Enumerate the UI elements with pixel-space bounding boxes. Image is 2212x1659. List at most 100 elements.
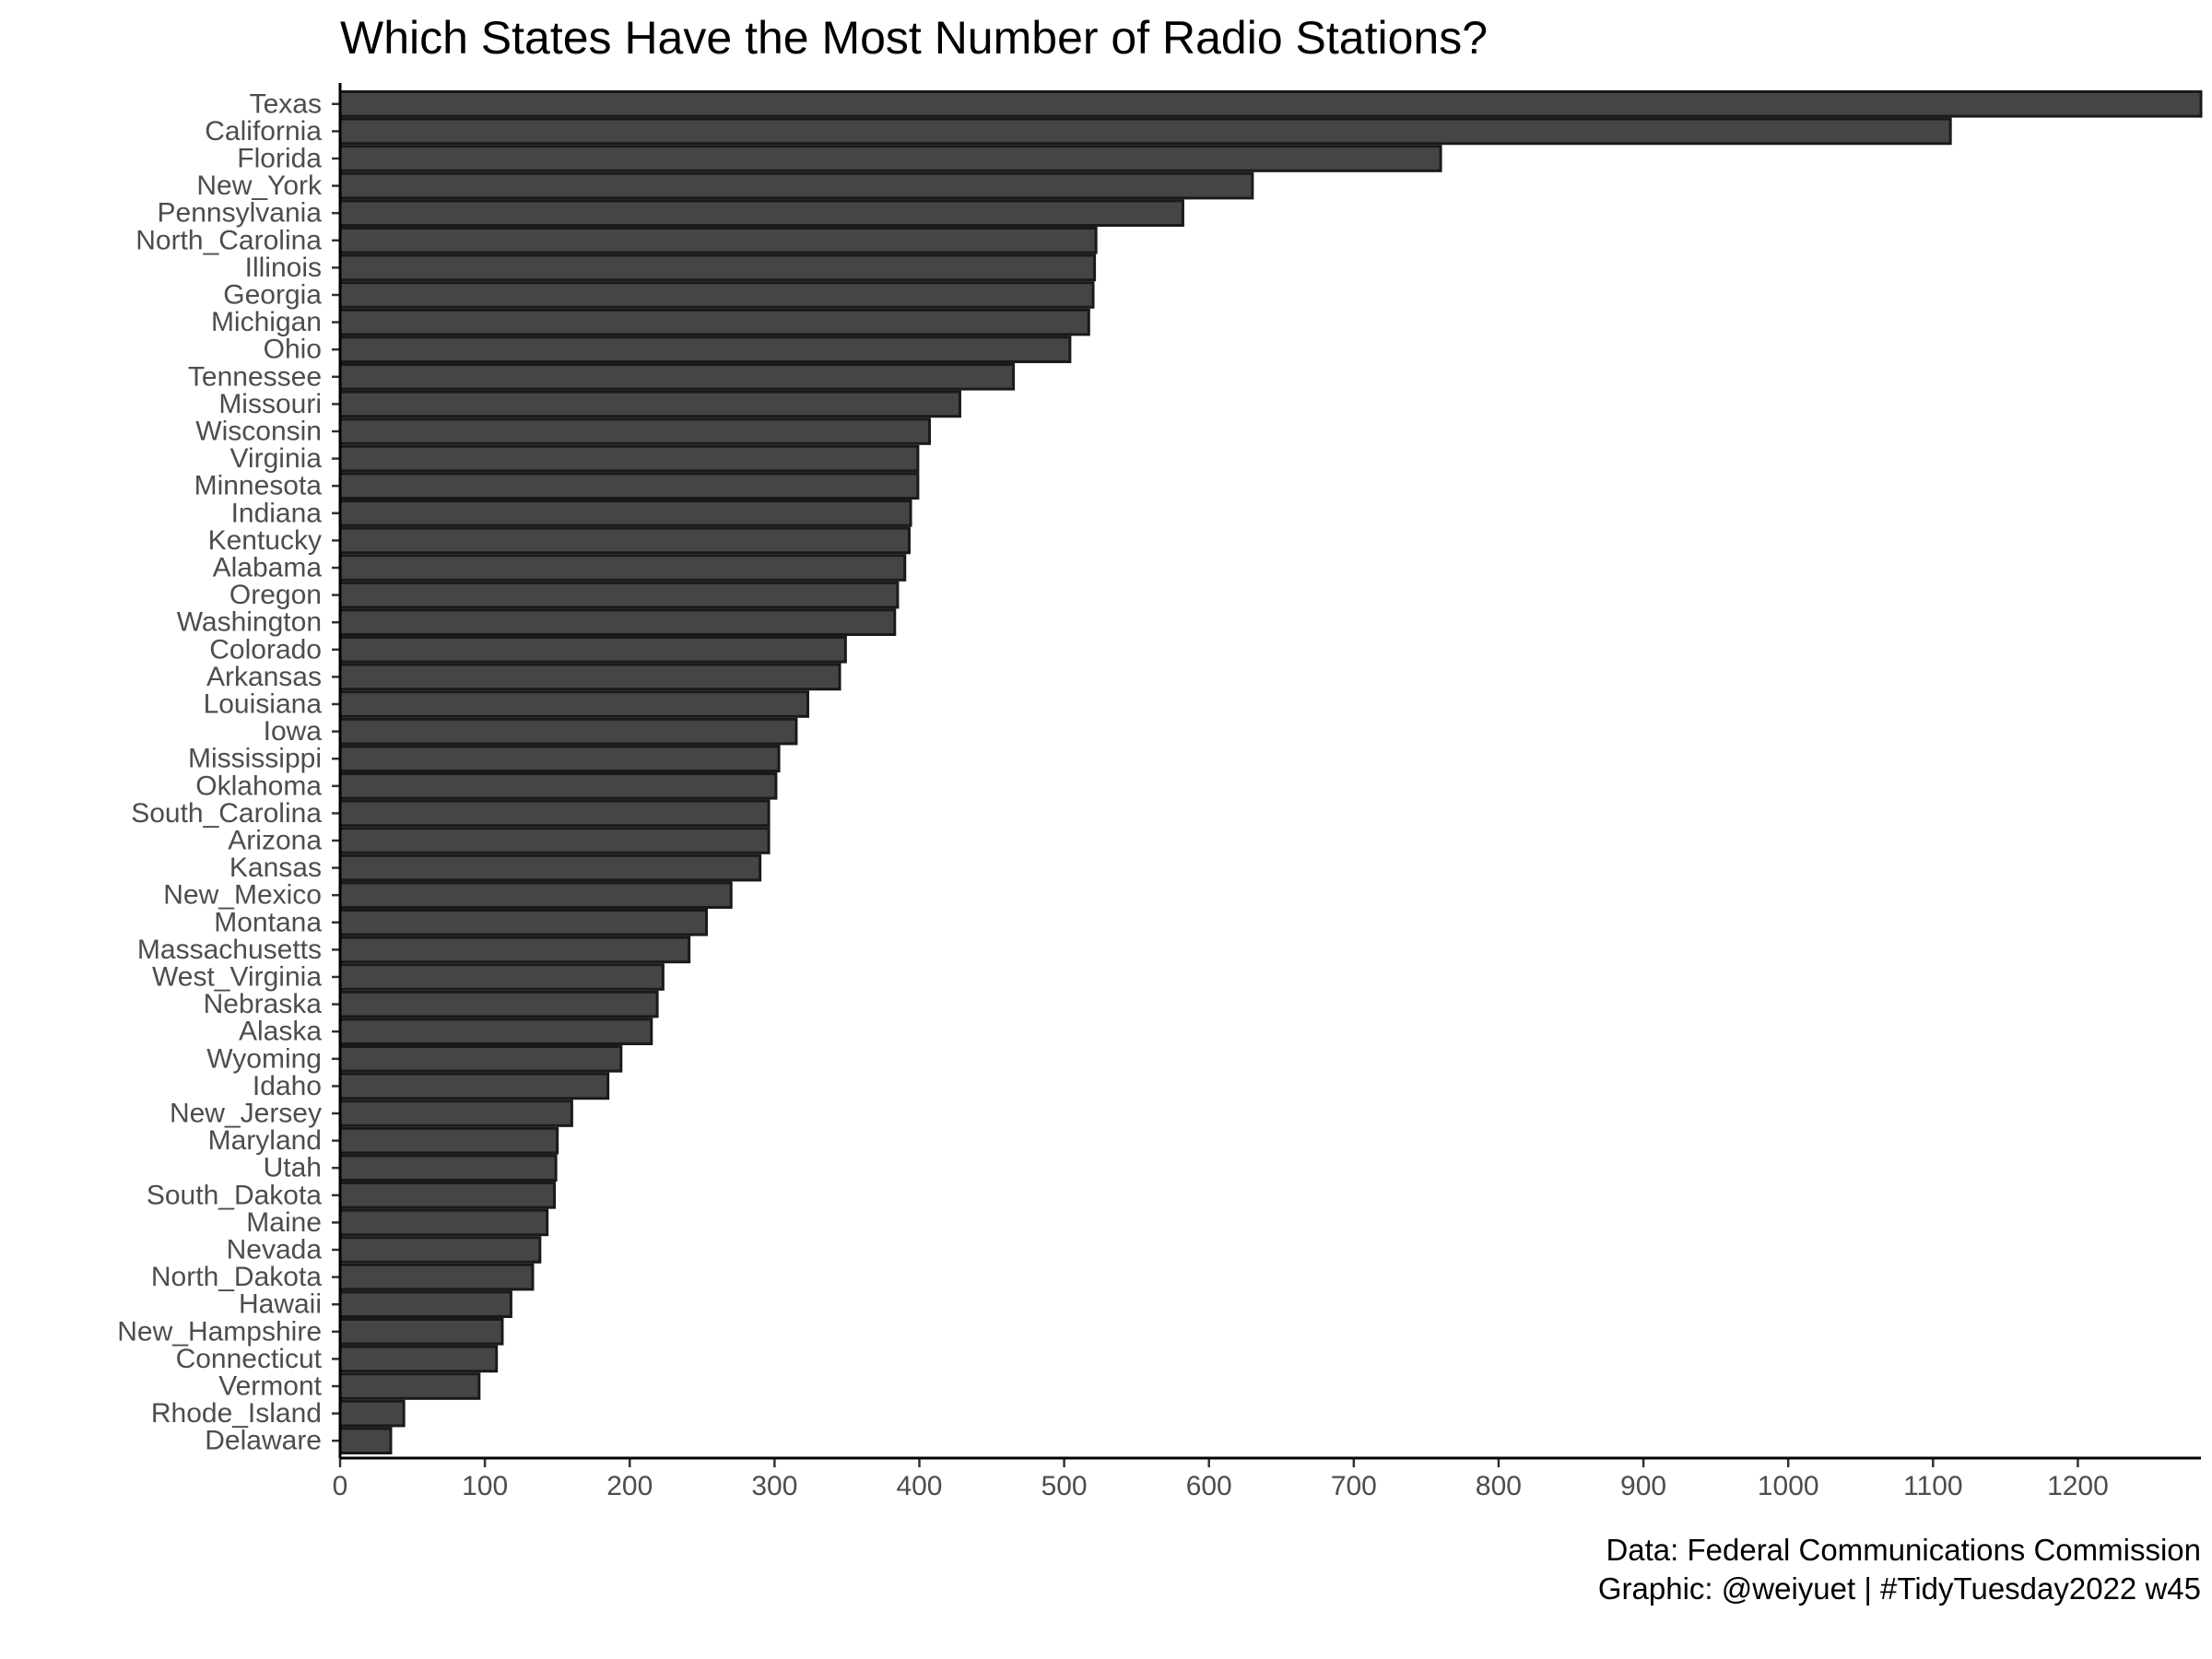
y-tick-label-new-york: New_York	[196, 171, 323, 201]
y-tick-label-california: California	[205, 116, 322, 147]
bar-colorado	[338, 635, 847, 664]
x-tick-label-800: 800	[1476, 1471, 1522, 1501]
bar-illinois	[338, 253, 1097, 282]
x-tick-label-1000: 1000	[1758, 1471, 1819, 1501]
y-tick-label-oregon: Oregon	[229, 580, 322, 610]
y-tick-label-south-dakota: South_Dakota	[147, 1180, 322, 1210]
y-tick-label-west-virginia: West_Virginia	[152, 962, 322, 993]
x-tick-label-200: 200	[606, 1471, 653, 1501]
bar-north-carolina	[338, 226, 1098, 254]
y-tick-label-louisiana: Louisiana	[204, 689, 323, 720]
x-tick-label-300: 300	[751, 1471, 797, 1501]
x-tick-label-500: 500	[1041, 1471, 1088, 1501]
y-tick-label-north-carolina: North_Carolina	[135, 225, 322, 255]
y-tick-label-colorado: Colorado	[209, 634, 322, 665]
x-tick-label-1100: 1100	[1903, 1471, 1963, 1501]
bar-alabama	[338, 554, 907, 582]
bar-texas	[338, 89, 2203, 118]
x-tick-label-900: 900	[1620, 1471, 1666, 1501]
caption-source: Data: Federal Communications Commission	[1606, 1533, 2201, 1567]
bar-florida	[338, 145, 1442, 172]
bar-vermont	[338, 1372, 481, 1400]
y-tick-label-arizona: Arizona	[228, 826, 322, 856]
bar-hawaii	[338, 1290, 512, 1319]
y-tick-label-connecticut: Connecticut	[176, 1344, 323, 1374]
bar-idaho	[338, 1072, 610, 1100]
bar-maryland	[338, 1126, 559, 1155]
bar-pennsylvania	[338, 199, 1184, 228]
y-tick-label-michigan: Michigan	[211, 307, 322, 337]
bar-arizona	[338, 827, 771, 854]
bar-rhode-island	[338, 1399, 406, 1428]
y-tick-label-pennsylvania: Pennsylvania	[158, 198, 323, 229]
y-tick-label-idaho: Idaho	[253, 1071, 322, 1101]
bar-new-jersey	[338, 1100, 573, 1127]
bar-oregon	[338, 581, 900, 609]
y-tick-label-new-mexico: New_Mexico	[163, 880, 322, 911]
y-tick-label-washington: Washington	[177, 607, 322, 638]
y-tick-label-montana: Montana	[214, 907, 322, 937]
y-tick-label-florida: Florida	[237, 144, 322, 174]
y-tick-label-virginia: Virginia	[229, 443, 322, 474]
x-tick-label-700: 700	[1331, 1471, 1377, 1501]
bar-mississippi	[338, 745, 781, 773]
y-tick-label-maine: Maine	[246, 1207, 322, 1238]
chart-title: Which States Have the Most Number of Rad…	[340, 12, 1488, 64]
bar-nevada	[338, 1236, 542, 1264]
y-tick-label-kansas: Kansas	[229, 853, 322, 883]
y-tick-label-wisconsin: Wisconsin	[195, 417, 322, 447]
y-tick-label-nevada: Nevada	[227, 1235, 323, 1265]
y-tick-label-iowa: Iowa	[264, 716, 323, 747]
bar-virginia	[338, 444, 920, 473]
bar-arkansas	[338, 663, 841, 691]
y-tick-label-hawaii: Hawaii	[239, 1289, 322, 1320]
y-tick-label-kentucky: Kentucky	[208, 525, 322, 556]
bar-tennessee	[338, 362, 1016, 391]
bar-west-virginia	[338, 963, 665, 991]
x-tick-label-0: 0	[333, 1471, 348, 1501]
bar-kentucky	[338, 526, 911, 555]
bar-michigan	[338, 308, 1090, 336]
y-tick-label-delaware: Delaware	[205, 1426, 322, 1456]
y-tick-label-south-carolina: South_Carolina	[131, 798, 322, 829]
y-tick-label-alaska: Alaska	[239, 1017, 322, 1047]
y-tick-label-mississippi: Mississippi	[188, 744, 322, 774]
y-tick-label-new-jersey: New_Jersey	[170, 1099, 322, 1129]
bar-connecticut	[338, 1345, 499, 1373]
bar-oklahoma	[338, 771, 778, 800]
bar-new-mexico	[338, 881, 733, 910]
bar-ohio	[338, 335, 1072, 364]
caption-credit: Graphic: @weiyuet | #TidyTuesday2022 w45	[1597, 1571, 2201, 1606]
y-tick-label-tennessee: Tennessee	[188, 361, 322, 392]
bar-massachusetts	[338, 935, 691, 964]
bar-iowa	[338, 717, 798, 746]
y-tick-label-missouri: Missouri	[218, 389, 322, 419]
y-tick-label-maryland: Maryland	[208, 1125, 322, 1156]
bar-south-dakota	[338, 1181, 557, 1209]
bar-washington	[338, 608, 897, 637]
bar-missouri	[338, 390, 961, 418]
bar-montana	[338, 908, 709, 936]
y-tick-label-massachusetts: Massachusetts	[137, 935, 322, 965]
y-tick-label-illinois: Illinois	[245, 253, 322, 283]
y-tick-label-arkansas: Arkansas	[206, 662, 322, 692]
y-tick-label-texas: Texas	[250, 88, 322, 119]
x-axis-ticks: 0 100 200 300 400 500 600 700 800 900 1000 1100 1200	[333, 1458, 2109, 1501]
y-tick-label-indiana: Indiana	[231, 498, 323, 528]
bar-alaska	[338, 1018, 653, 1046]
bar-kansas	[338, 853, 762, 882]
x-tick-label-400: 400	[896, 1471, 942, 1501]
y-tick-label-minnesota: Minnesota	[194, 471, 323, 501]
y-axis-labels: TexasCaliforniaFloridaNew_YorkPennsylvan…	[117, 88, 323, 1455]
y-tick-label-alabama: Alabama	[213, 553, 323, 583]
y-tick-label-georgia: Georgia	[223, 280, 322, 311]
bar-minnesota	[338, 472, 920, 500]
bar-south-carolina	[338, 799, 771, 828]
y-tick-label-rhode-island: Rhode_Island	[151, 1398, 322, 1429]
x-tick-label-600: 600	[1186, 1471, 1232, 1501]
bar-maine	[338, 1208, 549, 1237]
bar-delaware	[338, 1427, 393, 1455]
bar-utah	[338, 1154, 558, 1182]
bar-north-dakota	[338, 1263, 535, 1291]
